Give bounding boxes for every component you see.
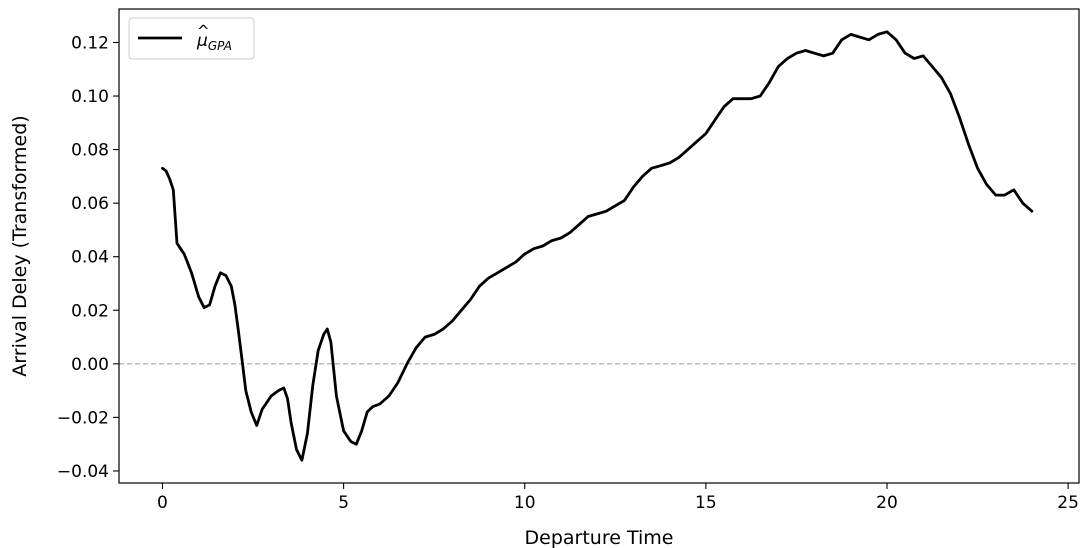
x-tick-label: 0 xyxy=(157,493,168,513)
x-tick-label: 25 xyxy=(1057,493,1079,513)
y-tick-label: 0.10 xyxy=(71,87,109,107)
y-tick-label: −0.02 xyxy=(57,408,109,428)
axes-frame xyxy=(118,8,1080,484)
y-tick-label: 0.02 xyxy=(71,301,109,321)
legend-subscript: GPA xyxy=(208,39,232,53)
legend-entry-label: μGPA xyxy=(196,31,232,53)
y-axis-ticks: −0.04 −0.02 0.00 0.02 0.04 0.06 0.08 0.10 0.12 xyxy=(57,33,119,482)
x-tick-label: 5 xyxy=(338,493,349,513)
legend-box xyxy=(128,17,255,60)
x-tick-label: 10 xyxy=(514,493,536,513)
x-axis-label: Departure Time xyxy=(525,527,674,548)
y-tick-label: 0.08 xyxy=(71,141,109,161)
x-tick-label: 20 xyxy=(876,493,898,513)
x-tick-label: 15 xyxy=(695,493,717,513)
legend-hat-symbol: ^ xyxy=(197,22,210,40)
y-tick-label: −0.04 xyxy=(57,462,109,482)
y-tick-label: 0.04 xyxy=(71,248,109,268)
series-line xyxy=(161,30,1034,462)
legend-symbol: μ xyxy=(196,31,208,51)
y-axis-label: Arrival Deley (Transformed) xyxy=(9,115,31,376)
y-tick-label: 0.06 xyxy=(71,194,109,214)
y-tick-label: 0.00 xyxy=(71,355,109,375)
series-layer xyxy=(161,30,1034,462)
x-axis-ticks: 0 5 10 15 20 25 xyxy=(157,483,1079,513)
y-tick-label: 0.12 xyxy=(71,33,109,53)
legend: ^ μGPA xyxy=(128,17,255,60)
